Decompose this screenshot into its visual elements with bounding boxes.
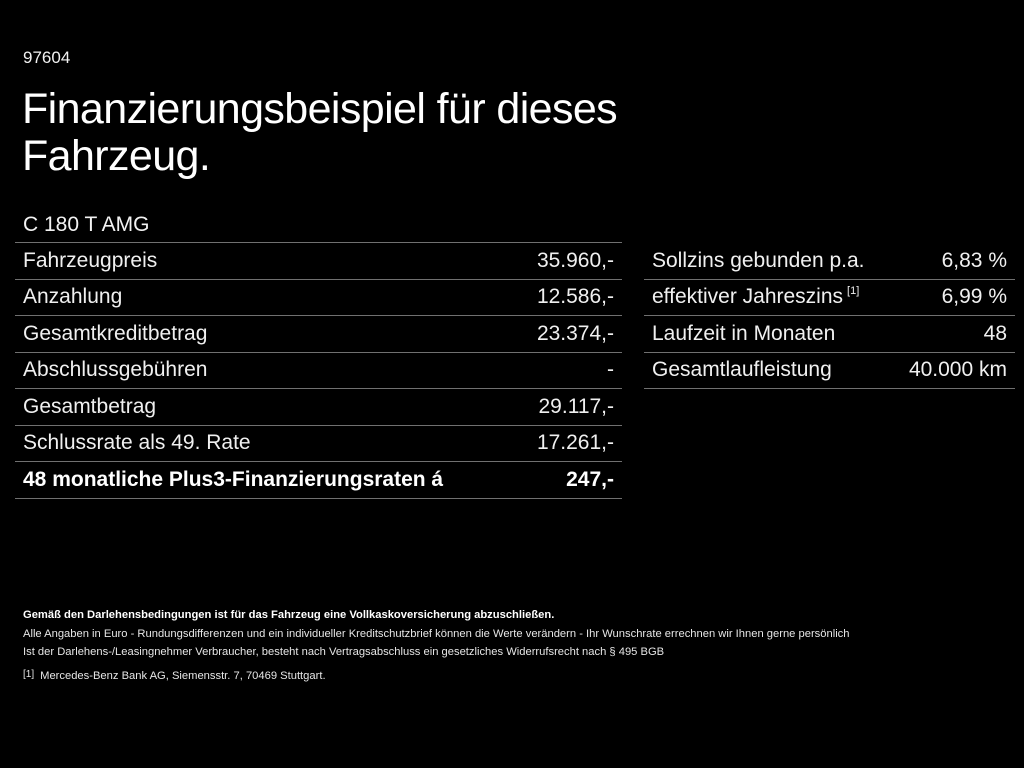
row-label: Sollzins gebunden p.a. [652,248,865,272]
terms-table: Sollzins gebunden p.a. 6,83 % effektiver… [644,243,1015,389]
table-row-closing-fees: Abschlussgebühren - [15,353,622,389]
row-label: Gesamtbetrag [23,394,157,418]
table-row-vehicle-price: Fahrzeugpreis 35.960,- [15,243,622,280]
table-row-total-mileage: Gesamtlaufleistung 40.000 km [644,353,1015,389]
insurance-note: Gemäß den Darlehensbedingungen ist für d… [23,609,555,621]
row-label-wrap: effektiver Jahreszins [1] [644,285,859,309]
footnote-marker: [1] [23,669,35,680]
row-label: Laufzeit in Monaten [652,321,836,345]
row-label: Schlussrate als 49. Rate [23,431,251,455]
row-value: 17.261,- [536,431,614,455]
row-label: Abschlussgebühren [23,358,208,382]
row-value: 48 [983,321,1007,345]
row-label: 48 monatliche Plus3-Finanzierungsraten á [23,467,444,491]
row-value: - [607,358,614,382]
table-row-effective-rate: effektiver Jahreszins [1] 6,99 % [644,280,1015,316]
row-value: 29.117,- [538,394,615,418]
legal-footer: Gemäß den Darlehensbedingungen ist für d… [23,606,1013,685]
table-row-down-payment: Anzahlung 12.586,- [15,280,622,316]
table-row-total-amount: Gesamtbetrag 29.117,- [15,389,622,426]
row-label: Fahrzeugpreis [23,248,158,272]
row-value: 6,99 % [941,285,1007,309]
row-value: 23.374,- [536,321,614,345]
financing-table: Fahrzeugpreis 35.960,- Anzahlung 12.586,… [15,242,622,499]
row-value: 12.586,- [536,285,614,309]
table-row-total-credit: Gesamtkreditbetrag 23.374,- [15,316,622,353]
row-value: 6,83 % [941,248,1007,272]
table-row-borrowing-rate: Sollzins gebunden p.a. 6,83 % [644,243,1015,280]
disclaimer-text: Alle Angaben in Euro - Rundungsdifferenz… [23,628,850,640]
row-value: 40.000 km [908,358,1007,382]
row-label: Gesamtlaufleistung [652,358,832,382]
row-label: effektiver Jahreszins [652,285,844,309]
table-row-term-months: Laufzeit in Monaten 48 [644,316,1015,353]
footnote-marker: [1] [847,285,860,298]
row-value: 35.960,- [536,248,614,272]
row-label: Gesamtkreditbetrag [23,321,208,345]
page-title: Finanzierungsbeispiel für dieses Fahrzeu… [22,85,618,180]
offer-code: 97604 [23,48,71,67]
row-value: 247,- [566,467,614,491]
table-row-monthly-rate: 48 monatliche Plus3-Finanzierungsraten á… [15,462,622,499]
row-label: Anzahlung [23,285,123,309]
footnote: [1] Mercedes-Benz Bank AG, Siemensstr. 7,… [23,666,1013,685]
withdrawal-note: Ist der Darlehens-/Leasingnehmer Verbrau… [23,646,665,658]
table-row-final-installment: Schlussrate als 49. Rate 17.261,- [15,426,622,462]
footnote-text: Mercedes-Benz Bank AG, Siemensstr. 7, 70… [40,670,326,682]
vehicle-model: C 180 T AMG [23,213,150,236]
